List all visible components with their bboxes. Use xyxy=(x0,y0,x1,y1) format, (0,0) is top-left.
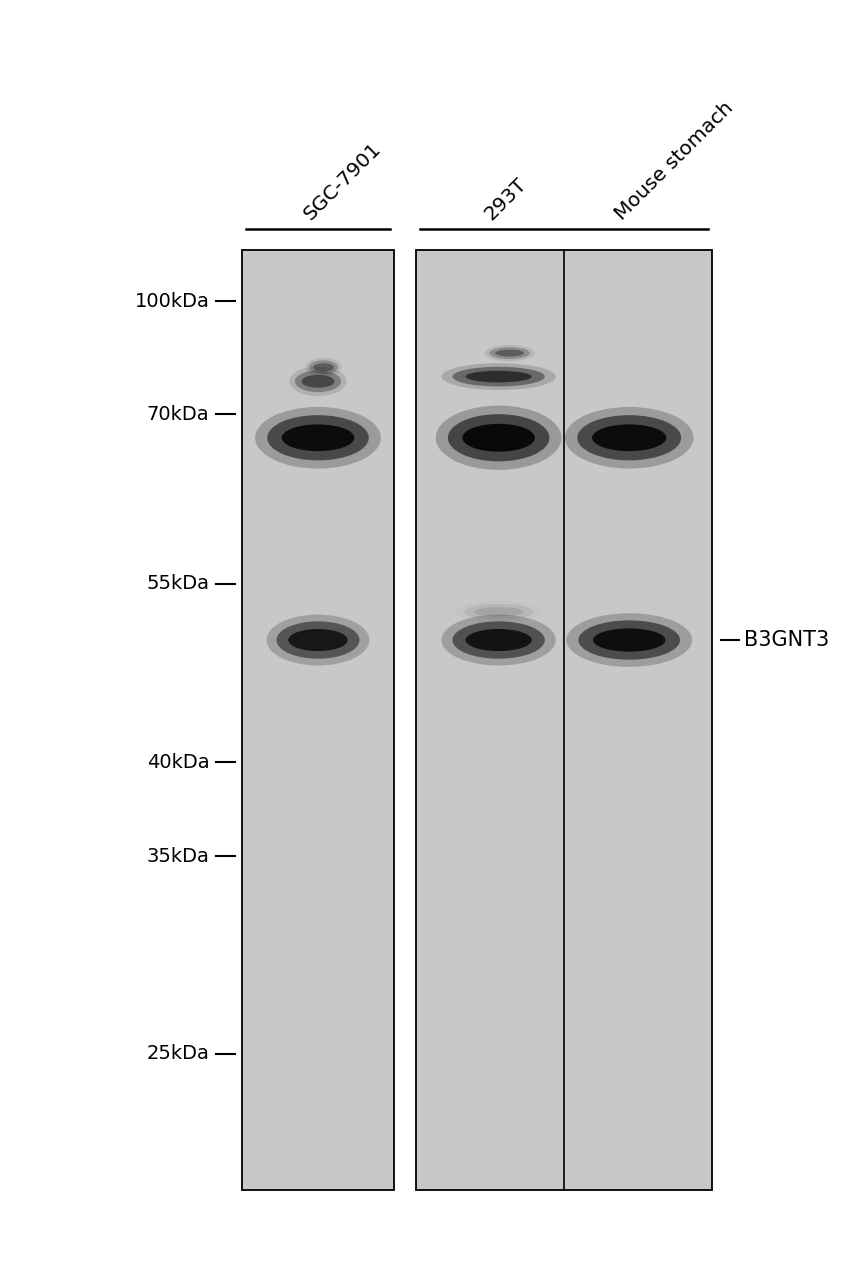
Ellipse shape xyxy=(474,607,523,617)
Text: 35kDa: 35kDa xyxy=(147,847,209,865)
Ellipse shape xyxy=(577,415,681,461)
Ellipse shape xyxy=(478,636,519,644)
Ellipse shape xyxy=(309,360,338,374)
Ellipse shape xyxy=(466,371,532,383)
Ellipse shape xyxy=(470,634,527,646)
Ellipse shape xyxy=(448,415,550,461)
Ellipse shape xyxy=(453,367,544,387)
Ellipse shape xyxy=(592,425,667,451)
Text: 100kDa: 100kDa xyxy=(135,292,209,311)
Ellipse shape xyxy=(566,613,692,667)
Ellipse shape xyxy=(266,614,370,666)
Text: 70kDa: 70kDa xyxy=(147,404,209,424)
Text: SGC-7901: SGC-7901 xyxy=(300,140,385,224)
Ellipse shape xyxy=(305,358,342,376)
Ellipse shape xyxy=(442,364,555,390)
Bar xyxy=(242,250,394,1190)
Ellipse shape xyxy=(289,366,347,396)
Ellipse shape xyxy=(302,375,334,388)
Ellipse shape xyxy=(282,425,354,451)
Ellipse shape xyxy=(453,621,544,659)
Ellipse shape xyxy=(466,628,532,652)
Bar xyxy=(416,250,712,1190)
Ellipse shape xyxy=(495,349,524,357)
Ellipse shape xyxy=(288,628,348,652)
Ellipse shape xyxy=(295,370,341,392)
Ellipse shape xyxy=(442,614,555,666)
Ellipse shape xyxy=(436,406,561,470)
Text: B3GNT3: B3GNT3 xyxy=(744,630,829,650)
Ellipse shape xyxy=(276,621,360,659)
Ellipse shape xyxy=(593,628,666,652)
Ellipse shape xyxy=(267,415,369,461)
Ellipse shape xyxy=(464,604,533,620)
Ellipse shape xyxy=(489,347,530,358)
Text: 293T: 293T xyxy=(481,174,530,224)
Ellipse shape xyxy=(565,407,694,468)
Ellipse shape xyxy=(255,407,381,468)
Text: 40kDa: 40kDa xyxy=(147,753,209,772)
Text: 55kDa: 55kDa xyxy=(147,575,209,593)
Text: 25kDa: 25kDa xyxy=(147,1044,209,1064)
Ellipse shape xyxy=(313,364,334,371)
Ellipse shape xyxy=(462,424,535,452)
Text: Mouse stomach: Mouse stomach xyxy=(611,99,737,224)
Ellipse shape xyxy=(578,621,680,659)
Ellipse shape xyxy=(484,346,534,361)
